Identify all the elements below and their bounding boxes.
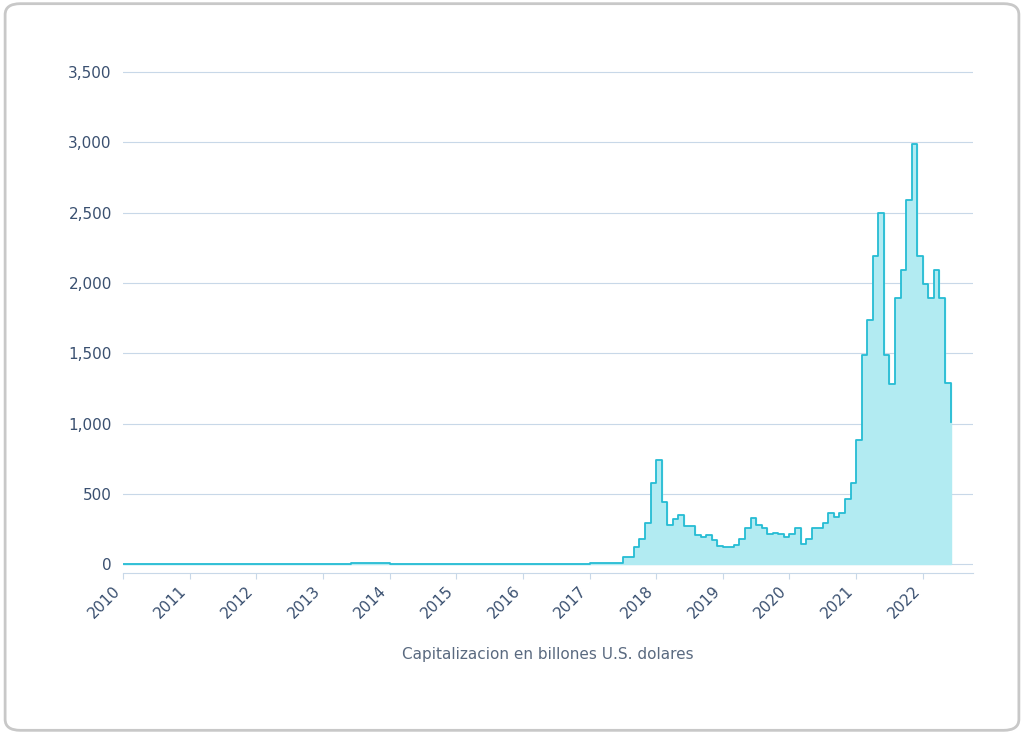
X-axis label: Capitalizacion en billones U.S. dolares: Capitalizacion en billones U.S. dolares — [402, 647, 693, 661]
